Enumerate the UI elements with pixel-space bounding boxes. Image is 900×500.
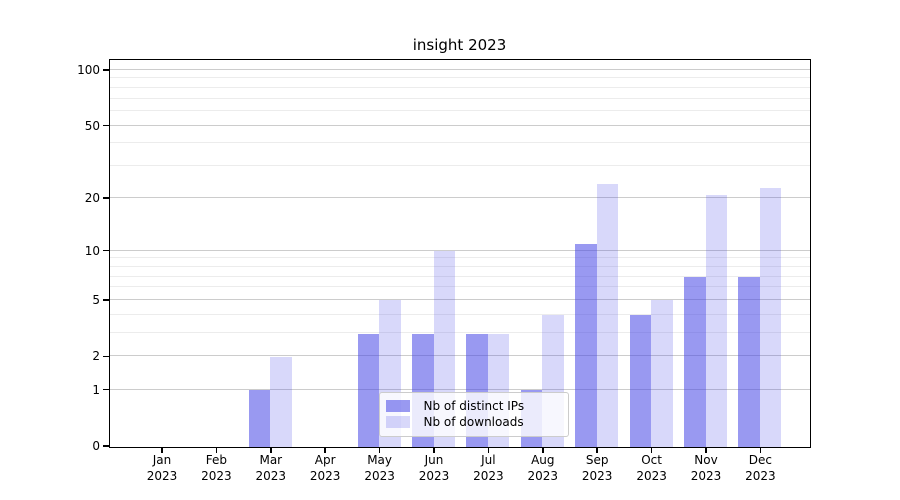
x-tick-mark xyxy=(324,447,326,453)
bar xyxy=(575,243,597,447)
x-tick-label: Jul 2023 xyxy=(473,453,504,483)
x-tick-mark xyxy=(270,447,272,453)
x-tick-mark xyxy=(650,447,653,453)
x-tick-label: Jun 2023 xyxy=(418,453,450,483)
bar xyxy=(357,333,380,447)
x-tick-mark xyxy=(596,447,598,453)
minor-gridline xyxy=(109,275,810,277)
y-tick-mark xyxy=(103,249,110,252)
legend: Nb of distinct IPs Nb of downloads xyxy=(378,391,569,437)
x-tick-label: Nov 2023 xyxy=(690,453,722,483)
major-gridline xyxy=(109,355,810,357)
chart-title: insight 2023 xyxy=(412,36,507,54)
minor-gridline xyxy=(109,165,810,167)
legend-label: Nb of distinct IPs xyxy=(423,398,525,413)
bar xyxy=(270,356,292,447)
major-gridline xyxy=(109,196,810,198)
legend-label: Nb of downloads xyxy=(423,415,524,430)
y-tick-label: 20 xyxy=(84,190,100,205)
major-gridline xyxy=(109,249,810,251)
x-tick-mark xyxy=(378,447,381,453)
bar xyxy=(651,300,673,447)
y-tick-label: 5 xyxy=(92,292,100,307)
y-tick-label: 100 xyxy=(77,62,100,77)
y-tick-mark xyxy=(103,299,110,301)
x-tick-label: Apr 2023 xyxy=(309,453,341,483)
x-tick-mark xyxy=(487,447,490,453)
x-tick-label: Aug 2023 xyxy=(527,453,559,483)
minor-gridline xyxy=(109,286,810,288)
x-tick-mark xyxy=(161,447,163,453)
major-gridline xyxy=(109,124,810,126)
y-tick-label: 1 xyxy=(92,382,100,397)
x-tick-mark xyxy=(705,447,707,453)
x-tick-label: May 2023 xyxy=(364,453,395,483)
minor-gridline xyxy=(109,86,810,88)
minor-gridline xyxy=(109,265,810,267)
minor-gridline xyxy=(109,109,810,111)
x-tick-label: Dec 2023 xyxy=(745,453,776,483)
y-tick-mark xyxy=(103,69,110,71)
x-tick-mark xyxy=(542,447,544,453)
bar xyxy=(738,277,760,447)
x-tick-mark xyxy=(433,447,435,453)
x-tick-label: Sep 2023 xyxy=(581,453,613,483)
major-gridline xyxy=(109,68,810,70)
y-tick-mark xyxy=(103,355,110,358)
bar xyxy=(629,315,652,447)
x-tick-label: Jan 2023 xyxy=(146,453,178,483)
minor-gridline xyxy=(109,142,810,144)
y-tick-label: 2 xyxy=(92,349,100,364)
bar xyxy=(248,390,271,447)
x-tick-mark xyxy=(759,447,762,453)
minor-gridline xyxy=(109,97,810,99)
y-tick-label: 0 xyxy=(92,439,100,453)
bar xyxy=(596,184,619,447)
x-tick-label: Oct 2023 xyxy=(636,453,667,483)
y-tick-mark xyxy=(103,124,110,127)
y-tick-label: 10 xyxy=(84,243,100,258)
plot-area: Nb of distinct IPs Nb of downloads xyxy=(108,58,811,448)
major-gridline xyxy=(109,298,810,300)
y-tick-label: 50 xyxy=(84,118,100,133)
legend-item: Nb of distinct IPs xyxy=(385,398,562,415)
x-tick-label: Mar 2023 xyxy=(255,453,287,483)
bar xyxy=(705,194,727,447)
minor-gridline xyxy=(109,257,810,259)
y-tick-mark xyxy=(103,197,110,199)
bar xyxy=(759,187,782,447)
major-gridline xyxy=(109,388,810,390)
bar xyxy=(684,277,706,447)
minor-gridline xyxy=(109,77,810,79)
x-tick-mark xyxy=(215,447,218,453)
x-tick-label: Feb 2023 xyxy=(201,453,232,483)
legend-swatch xyxy=(385,399,410,412)
minor-gridline xyxy=(109,313,810,315)
legend-swatch xyxy=(385,416,410,429)
minor-gridline xyxy=(109,332,810,334)
y-tick-mark xyxy=(103,388,110,391)
y-tick-mark xyxy=(103,445,110,447)
legend-item: Nb of downloads xyxy=(385,414,562,431)
